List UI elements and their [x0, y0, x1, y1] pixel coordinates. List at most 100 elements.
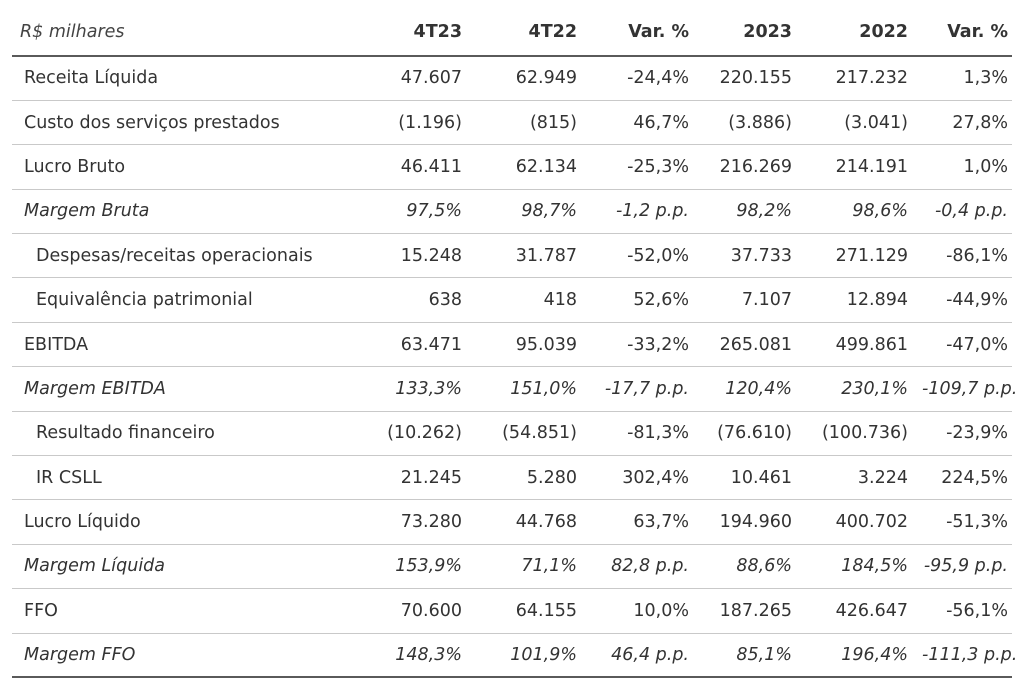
value-2023: 10.461 [691, 456, 806, 500]
value-2022: (3.041) [806, 100, 922, 144]
value-4t22: 418 [476, 278, 591, 322]
row-label: Despesas/receitas operacionais [12, 234, 382, 278]
row-label: Margem FFO [12, 633, 382, 677]
table-row: Margem Líquida 153,9% 71,1% 82,8 p.p. 88,6% 1… [12, 544, 1012, 588]
value-2023: 220.155 [691, 56, 806, 100]
value-4t22: (54.851) [476, 411, 591, 455]
row-label: FFO [12, 589, 382, 633]
header-2023: 2023 [691, 9, 806, 56]
value-var-year: 1,0% [922, 145, 1012, 189]
value-var-quarter: 46,7% [591, 100, 691, 144]
table-row: Lucro Bruto 46.411 62.134 -25,3% 216.269 214.… [12, 145, 1012, 189]
row-label: Custo dos serviços prestados [12, 100, 382, 144]
value-var-year: -23,9% [922, 411, 1012, 455]
value-var-year: -47,0% [922, 322, 1012, 366]
header-units: R$ milhares [12, 9, 382, 56]
value-4t23: 21.245 [382, 456, 476, 500]
value-2022: 499.861 [806, 322, 922, 366]
value-2022: 214.191 [806, 145, 922, 189]
value-4t23: 148,3% [382, 633, 476, 677]
value-4t22: 31.787 [476, 234, 591, 278]
value-2022: 196,4% [806, 633, 922, 677]
table-row: EBITDA 63.471 95.039 -33,2% 265.081 499.861 -4… [12, 322, 1012, 366]
value-2023: 98,2% [691, 189, 806, 233]
table-row: IR CSLL 21.245 5.280 302,4% 10.461 3.224 224,5… [12, 456, 1012, 500]
value-2023: 187.265 [691, 589, 806, 633]
value-2023: 37.733 [691, 234, 806, 278]
value-var-year: -51,3% [922, 500, 1012, 544]
table-header: R$ milhares 4T23 4T22 Var. % 2023 2022 V… [12, 9, 1012, 56]
header-var-quarter: Var. % [591, 9, 691, 56]
value-4t22: 64.155 [476, 589, 591, 633]
row-label: IR CSLL [12, 456, 382, 500]
table-row: Lucro Líquido 73.280 44.768 63,7% 194.960 400… [12, 500, 1012, 544]
value-var-quarter: 52,6% [591, 278, 691, 322]
value-2022: 3.224 [806, 456, 922, 500]
value-2023: 265.081 [691, 322, 806, 366]
value-4t22: 71,1% [476, 544, 591, 588]
value-2022: 426.647 [806, 589, 922, 633]
table-row: FFO 70.600 64.155 10,0% 187.265 426.647 -56,1% [12, 589, 1012, 633]
value-var-quarter: -1,2 p.p. [591, 189, 691, 233]
row-label: EBITDA [12, 322, 382, 366]
value-var-quarter: -33,2% [591, 322, 691, 366]
value-2022: 230,1% [806, 367, 922, 411]
header-var-year: Var. % [922, 9, 1012, 56]
value-4t23: 70.600 [382, 589, 476, 633]
row-label: Receita Líquida [12, 56, 382, 100]
value-var-year: -0,4 p.p. [922, 189, 1012, 233]
value-4t23: 153,9% [382, 544, 476, 588]
value-2023: 88,6% [691, 544, 806, 588]
value-4t23: 638 [382, 278, 476, 322]
value-var-quarter: -25,3% [591, 145, 691, 189]
value-4t23: 73.280 [382, 500, 476, 544]
value-var-quarter: -52,0% [591, 234, 691, 278]
value-var-year: -95,9 p.p. [922, 544, 1012, 588]
row-label: Margem Bruta [12, 189, 382, 233]
value-var-year: -44,9% [922, 278, 1012, 322]
table-row: Margem FFO 148,3% 101,9% 46,4 p.p. 85,1% 196,… [12, 633, 1012, 677]
value-var-year: -109,7 p.p. [922, 367, 1012, 411]
value-2022: 217.232 [806, 56, 922, 100]
row-label: Margem Líquida [12, 544, 382, 588]
value-var-quarter: 82,8 p.p. [591, 544, 691, 588]
value-4t22: 62.134 [476, 145, 591, 189]
table-row: Despesas/receitas operacionais 15.248 31.7… [12, 234, 1012, 278]
row-label: Lucro Bruto [12, 145, 382, 189]
table-row: Resultado financeiro (10.262) (54.851) -81,… [12, 411, 1012, 455]
table-row: Custo dos serviços prestados (1.196) (815)… [12, 100, 1012, 144]
value-4t22: 44.768 [476, 500, 591, 544]
value-4t22: 62.949 [476, 56, 591, 100]
value-4t23: 46.411 [382, 145, 476, 189]
value-4t23: 133,3% [382, 367, 476, 411]
row-label: Margem EBITDA [12, 367, 382, 411]
value-2023: 194.960 [691, 500, 806, 544]
value-4t22: 5.280 [476, 456, 591, 500]
table-body: Receita Líquida 47.607 62.949 -24,4% 220.155… [12, 56, 1012, 677]
value-4t22: (815) [476, 100, 591, 144]
value-4t23: 47.607 [382, 56, 476, 100]
value-2023: 120,4% [691, 367, 806, 411]
row-label: Lucro Líquido [12, 500, 382, 544]
financial-summary-table: R$ milhares 4T23 4T22 Var. % 2023 2022 V… [12, 9, 1012, 678]
value-2022: 12.894 [806, 278, 922, 322]
header-4t22: 4T22 [476, 9, 591, 56]
value-2022: 271.129 [806, 234, 922, 278]
table-row: Margem EBITDA 133,3% 151,0% -17,7 p.p. 120,4… [12, 367, 1012, 411]
value-var-quarter: 10,0% [591, 589, 691, 633]
value-var-quarter: 46,4 p.p. [591, 633, 691, 677]
header-2022: 2022 [806, 9, 922, 56]
value-var-year: 27,8% [922, 100, 1012, 144]
header-4t23: 4T23 [382, 9, 476, 56]
value-4t22: 151,0% [476, 367, 591, 411]
value-var-quarter: 63,7% [591, 500, 691, 544]
value-4t23: 15.248 [382, 234, 476, 278]
value-var-year: -56,1% [922, 589, 1012, 633]
value-var-year: -86,1% [922, 234, 1012, 278]
value-var-year: -111,3 p.p. [922, 633, 1012, 677]
value-2022: 184,5% [806, 544, 922, 588]
header-row: R$ milhares 4T23 4T22 Var. % 2023 2022 V… [12, 9, 1012, 56]
table-row: Equivalência patrimonial 638 418 52,6% 7.107… [12, 278, 1012, 322]
row-label: Resultado financeiro [12, 411, 382, 455]
value-var-quarter: -81,3% [591, 411, 691, 455]
